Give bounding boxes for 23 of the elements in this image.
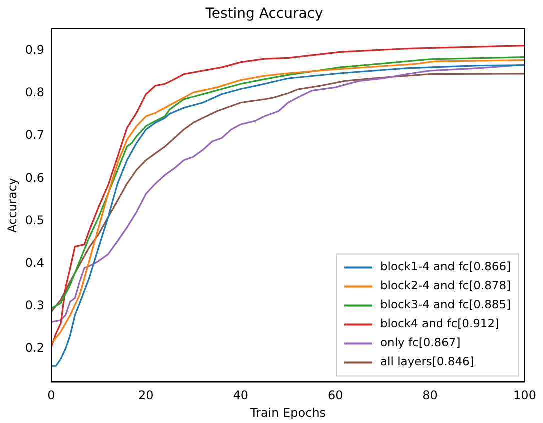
x-tick-label: 100 [514, 388, 536, 403]
x-tick-label: 20 [138, 388, 154, 403]
legend-label: block2-4 and fc[0.878] [380, 278, 512, 293]
y-tick-label: 0.4 [25, 256, 44, 270]
x-tick-label: 80 [422, 388, 438, 403]
y-tick-label: 0.3 [25, 298, 44, 313]
legend-label: block3-4 and fc[0.885] [380, 298, 512, 312]
y-tick-label: 0.7 [25, 128, 44, 142]
y-tick-label: 0.6 [25, 170, 44, 185]
y-tick-label: 0.8 [25, 86, 44, 100]
legend-label: only fc[0.867] [380, 336, 461, 350]
x-tick-label: 0 [48, 388, 56, 403]
y-tick-label: 0.9 [25, 43, 44, 58]
y-axis-title: Accuracy [5, 178, 20, 233]
x-axis-title: Train Epochs [249, 406, 326, 420]
chart-title: Testing Accuracy [204, 6, 324, 22]
x-tick-label: 40 [233, 388, 249, 403]
legend-label: block4 and fc[0.912] [380, 316, 500, 331]
y-tick-label: 0.2 [25, 341, 44, 356]
legend-label: all layers[0.846] [380, 354, 474, 369]
x-tick-label: 60 [328, 388, 344, 403]
legend-label: block1-4 and fc[0.866] [380, 260, 512, 274]
y-tick-label: 0.5 [25, 213, 44, 228]
